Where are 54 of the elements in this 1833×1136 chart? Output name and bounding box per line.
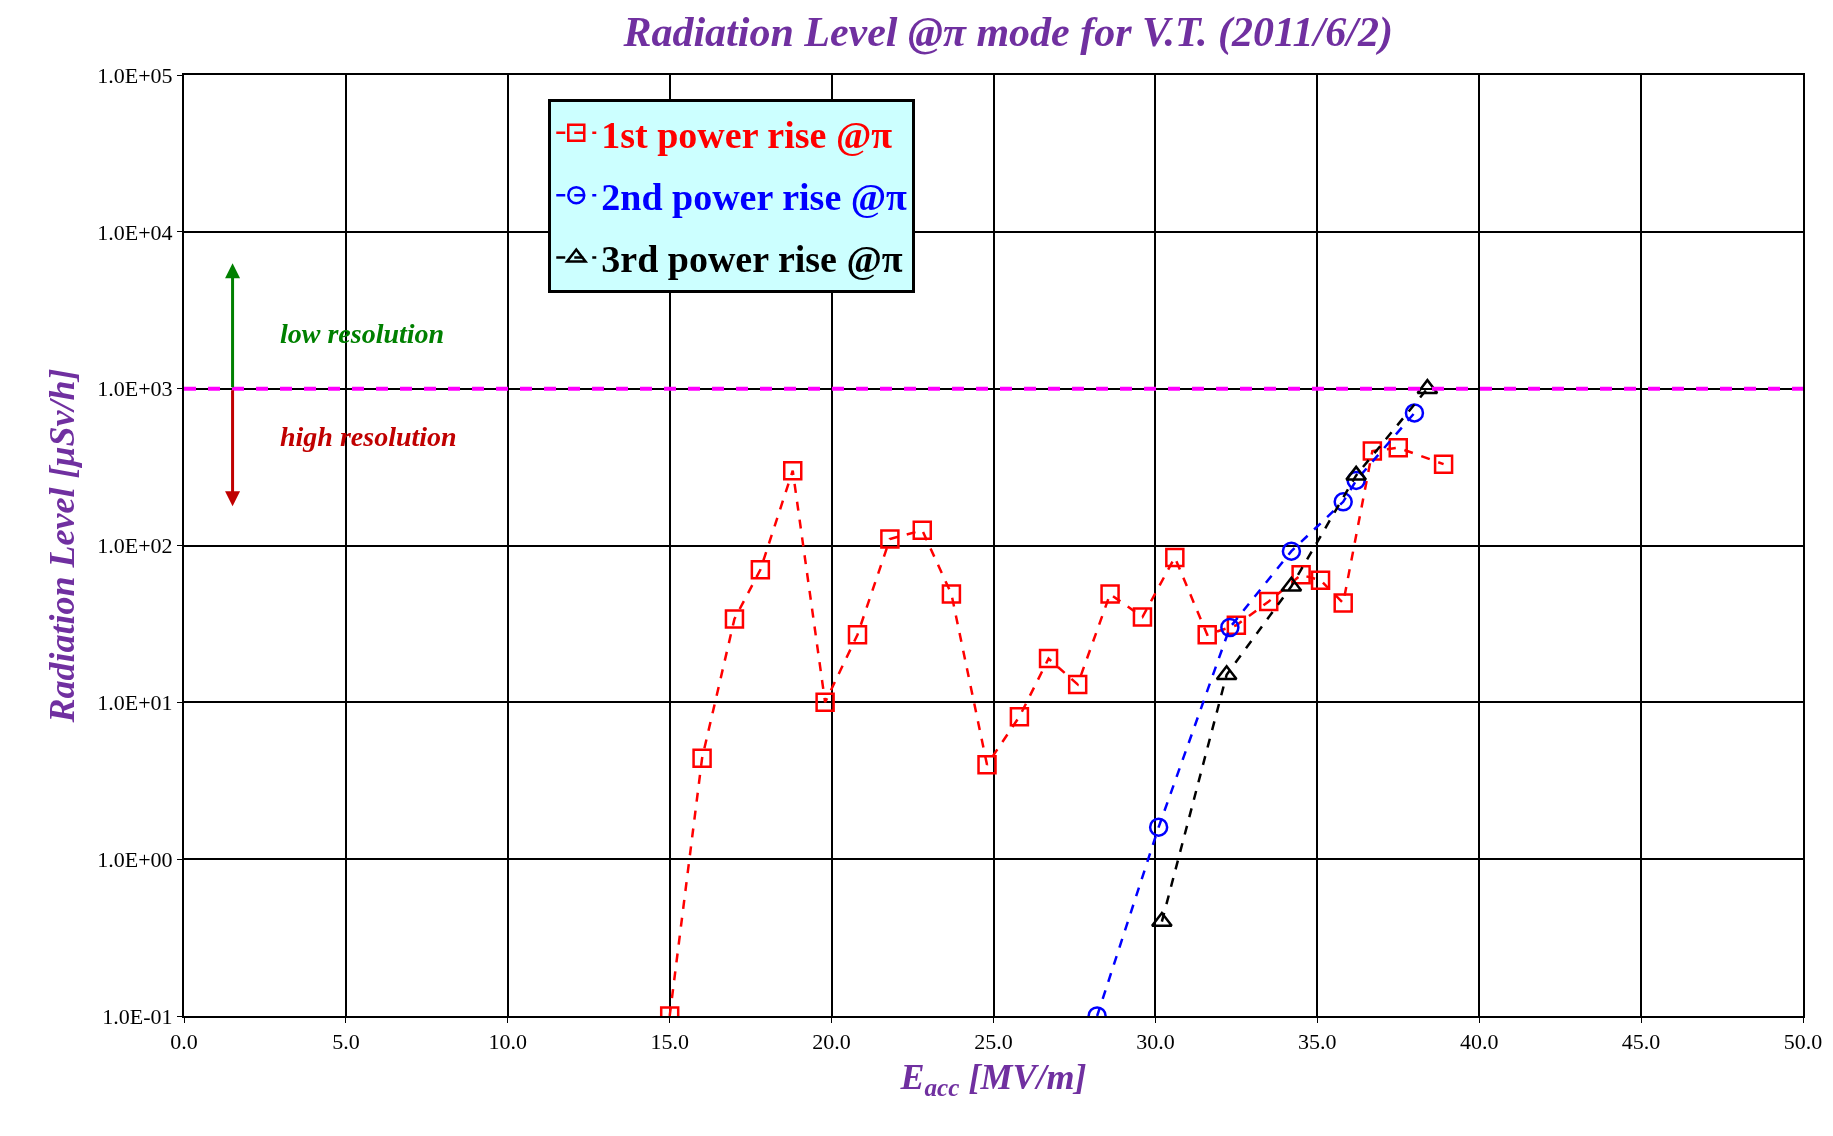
x-tick-label: 30.0 bbox=[1136, 1029, 1175, 1055]
point bbox=[1404, 403, 1425, 423]
point bbox=[880, 529, 900, 549]
point bbox=[941, 584, 962, 604]
point bbox=[1333, 492, 1353, 512]
point bbox=[977, 754, 997, 775]
point bbox=[1038, 648, 1059, 669]
point bbox=[1150, 911, 1173, 928]
x-tick-label: 0.0 bbox=[170, 1029, 198, 1055]
point bbox=[1100, 584, 1120, 604]
x-tick-label: 25.0 bbox=[974, 1029, 1013, 1055]
x-axis-title: E$_{acc}$ [MV/m] bbox=[899, 1056, 1087, 1102]
point bbox=[1148, 817, 1169, 837]
point bbox=[1281, 541, 1302, 561]
y-tick-label: 1.0E-01 bbox=[102, 1003, 173, 1029]
point bbox=[1333, 593, 1353, 613]
point bbox=[1310, 570, 1331, 591]
point bbox=[692, 748, 712, 768]
y-tick-label: 1.0E+04 bbox=[97, 219, 173, 245]
chart-title: Radiation Level @π mode for V.T. (2011/6/2) bbox=[622, 9, 1393, 57]
point bbox=[815, 692, 835, 713]
point bbox=[782, 460, 803, 481]
y-tick-label: 1.0E+03 bbox=[97, 376, 173, 402]
y-tick-label: 1.0E+02 bbox=[97, 533, 173, 559]
x-tick-label: 5.0 bbox=[332, 1029, 360, 1055]
point bbox=[1009, 706, 1030, 727]
x-tick-label: 45.0 bbox=[1621, 1029, 1661, 1055]
legend-label: 1st power rise @π bbox=[601, 113, 893, 156]
x-tick-label: 50.0 bbox=[1783, 1029, 1823, 1055]
point bbox=[1220, 617, 1240, 638]
point bbox=[1197, 624, 1217, 645]
legend-label: 2nd power rise @π bbox=[601, 175, 908, 218]
point bbox=[1165, 547, 1185, 568]
point bbox=[1132, 607, 1153, 627]
point bbox=[724, 609, 745, 629]
y-tick-label: 1.0E+01 bbox=[97, 690, 173, 716]
y-tick-label: 1.0E+05 bbox=[97, 62, 173, 88]
y-axis-title: Radiation Level [μSv/h] bbox=[41, 368, 82, 724]
point bbox=[1388, 438, 1408, 458]
point bbox=[912, 520, 933, 541]
x-tick-label: 20.0 bbox=[812, 1029, 851, 1055]
point bbox=[847, 624, 868, 645]
x-tick-label: 35.0 bbox=[1298, 1029, 1337, 1055]
point bbox=[1067, 674, 1088, 695]
point bbox=[1258, 591, 1279, 612]
point bbox=[1226, 615, 1247, 636]
point bbox=[1433, 454, 1454, 474]
legend-label: 3rd power rise @π bbox=[601, 238, 903, 281]
x-tick-label: 10.0 bbox=[488, 1029, 528, 1055]
point bbox=[750, 560, 771, 580]
point bbox=[1362, 441, 1383, 461]
x-tick-label: 40.0 bbox=[1459, 1029, 1499, 1055]
x-tick-label: 15.0 bbox=[650, 1029, 689, 1055]
y-tick-label: 1.0E+00 bbox=[97, 846, 173, 872]
